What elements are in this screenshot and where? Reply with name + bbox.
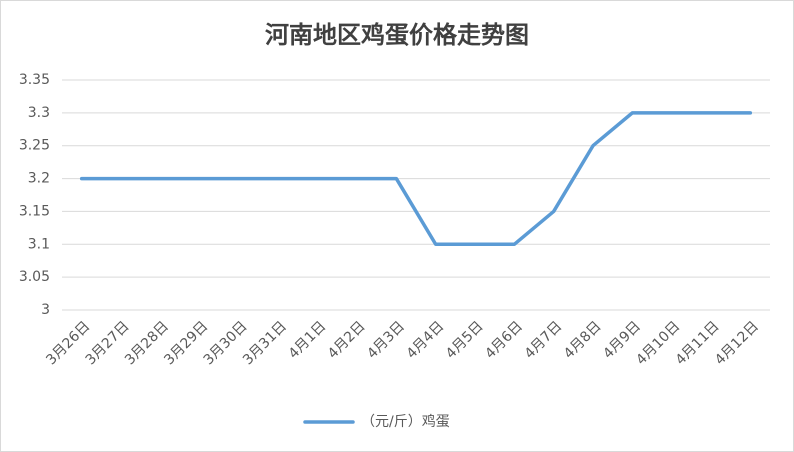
y-tick-label: 3.1 <box>28 236 50 252</box>
y-tick-label: 3.35 <box>19 72 50 88</box>
y-tick-label: 3.25 <box>19 138 50 154</box>
y-tick-label: 3.2 <box>28 171 50 187</box>
data-line <box>79 111 753 247</box>
y-tick-label: 3 <box>41 302 50 318</box>
y-tick-label: 3.15 <box>19 203 50 219</box>
y-tick-label: 3.3 <box>28 105 50 121</box>
chart-title: 河南地区鸡蛋价格走势图 <box>265 21 529 49</box>
legend-label: （元/斤）鸡蛋 <box>361 413 450 430</box>
y-tick-label: 3.05 <box>19 269 50 285</box>
